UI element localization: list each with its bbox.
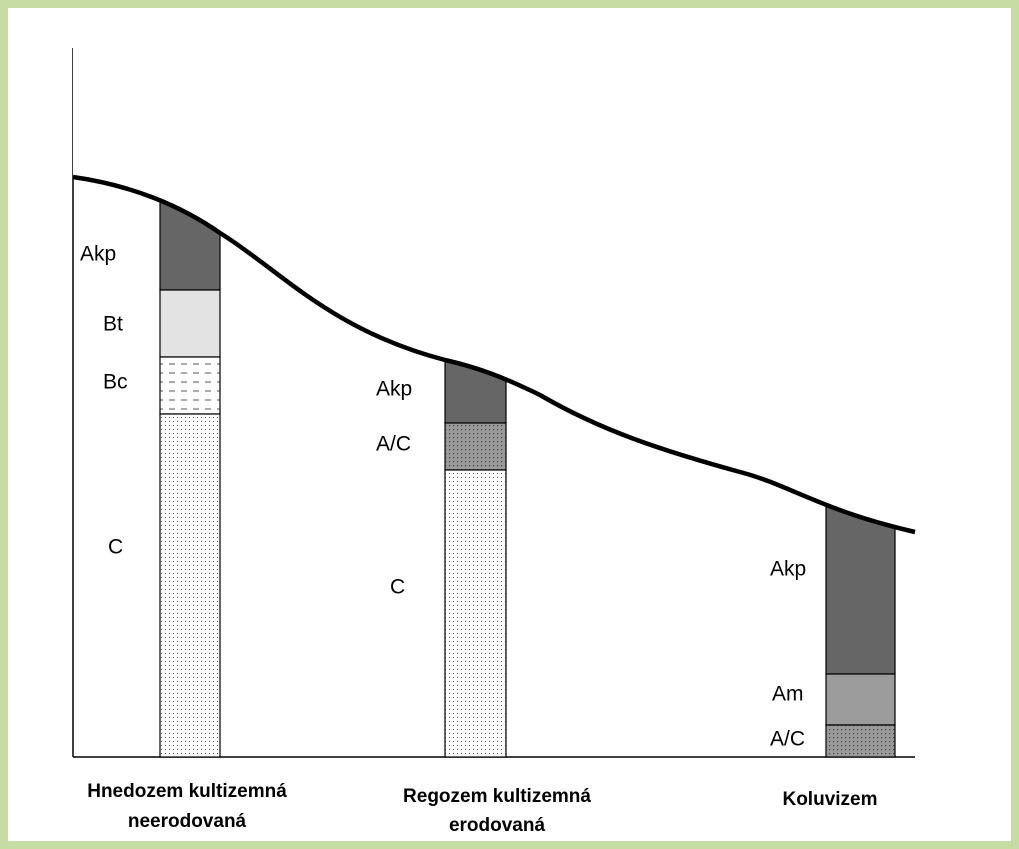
profile-name: neerodovaná bbox=[128, 811, 247, 832]
horizon bbox=[159, 413, 221, 758]
sky bbox=[73, 40, 915, 532]
horizon bbox=[444, 422, 507, 471]
profile-name: Hnedozem kultizemná bbox=[87, 781, 287, 802]
horizon-label: Akp bbox=[376, 378, 412, 401]
horizon bbox=[159, 289, 221, 358]
horizon bbox=[825, 673, 896, 726]
horizon-label: Am bbox=[772, 683, 804, 706]
horizon-label: C bbox=[390, 576, 405, 599]
profile-name: erodovaná bbox=[449, 815, 546, 836]
horizon-label: Akp bbox=[770, 558, 806, 581]
horizon-label: A/C bbox=[770, 728, 805, 751]
profile-name: Koluvizem bbox=[782, 789, 877, 810]
horizon-label: A/C bbox=[376, 433, 411, 456]
horizon bbox=[444, 469, 507, 758]
profile-name: Regozem kultizemná bbox=[403, 786, 591, 807]
terrain-surface bbox=[72, 174, 916, 535]
horizon bbox=[159, 356, 221, 415]
horizon-label: Akp bbox=[80, 243, 116, 266]
horizon-label: C bbox=[108, 536, 123, 559]
horizon bbox=[825, 724, 896, 758]
horizon-label: Bc bbox=[103, 371, 128, 394]
horizon-label: Bt bbox=[103, 313, 123, 336]
horizon bbox=[825, 494, 896, 675]
